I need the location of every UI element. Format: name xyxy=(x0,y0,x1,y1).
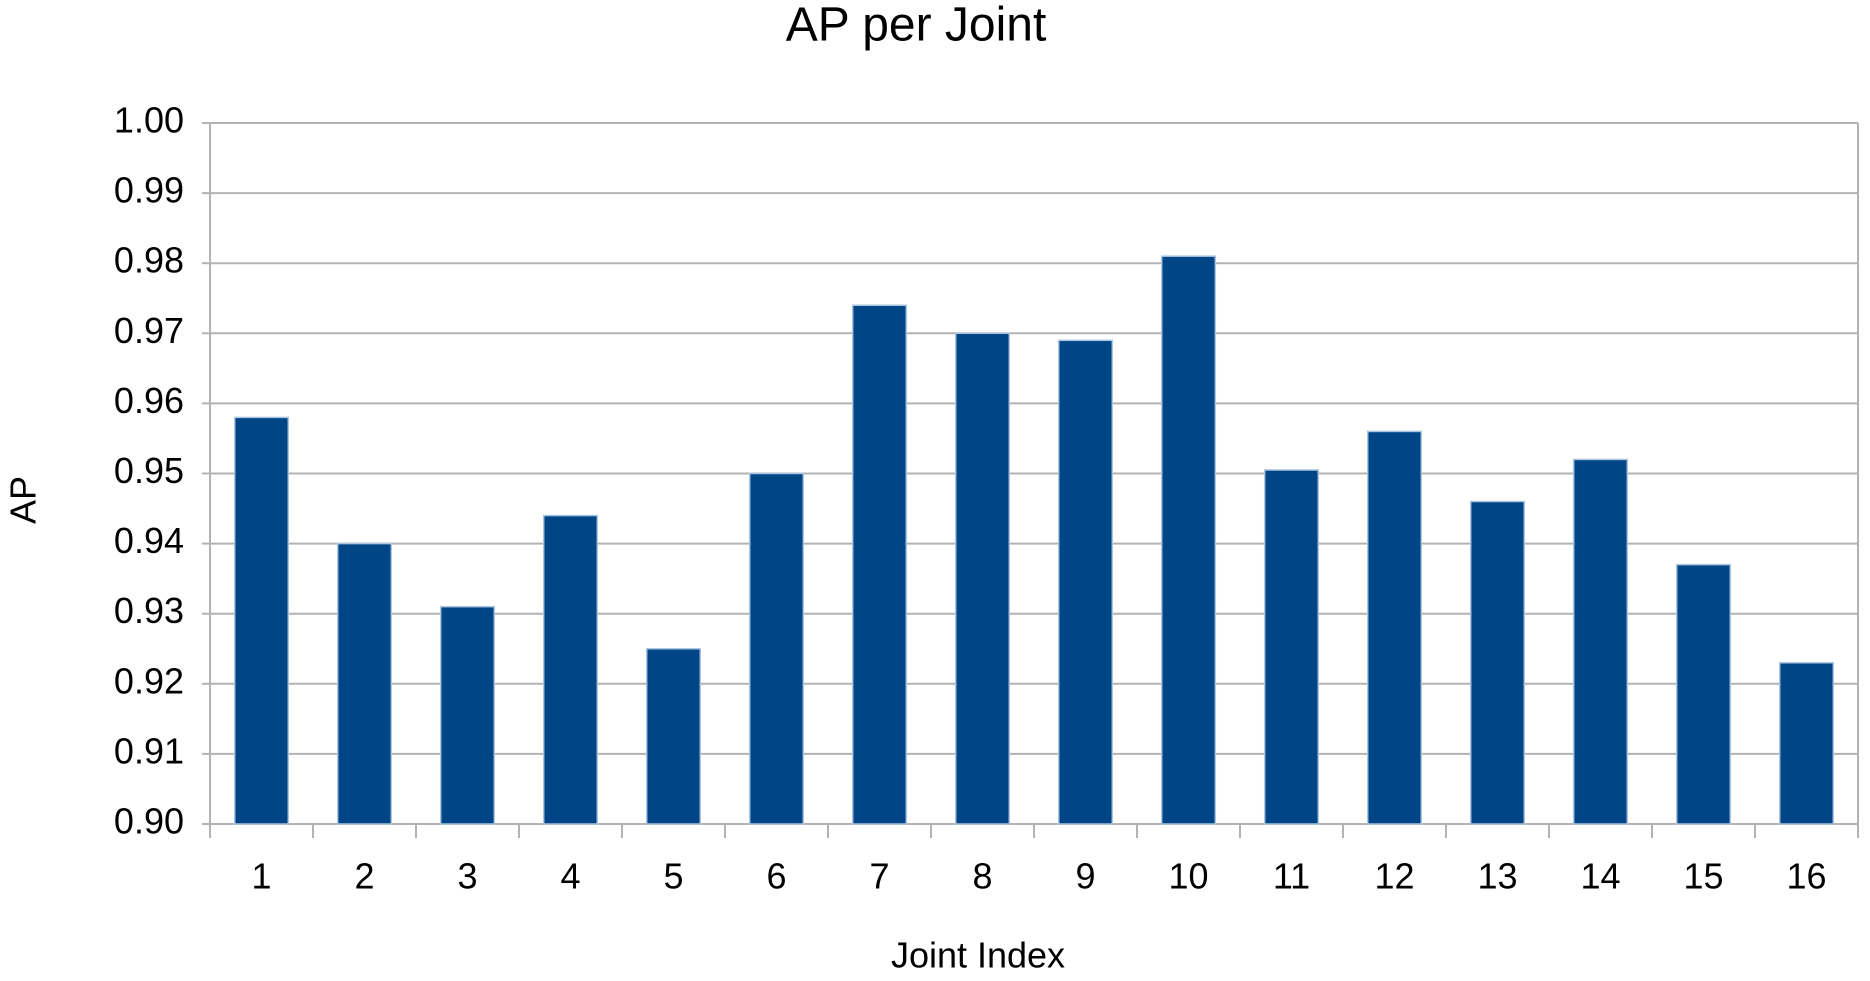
x-tick-label: 12 xyxy=(1374,856,1414,897)
y-tick-label: 0.96 xyxy=(114,380,184,421)
x-tick-label: 8 xyxy=(972,856,992,897)
bar xyxy=(1160,255,1217,825)
bar xyxy=(645,648,702,825)
y-tick-label: 0.91 xyxy=(114,730,184,771)
x-tick-label: 10 xyxy=(1168,856,1208,897)
y-tick-label: 0.99 xyxy=(114,170,184,211)
x-axis-title: Joint Index xyxy=(891,935,1065,976)
y-tick-label: 0.94 xyxy=(114,520,184,561)
bar xyxy=(1675,563,1732,825)
y-tick-label: 1.00 xyxy=(114,100,184,141)
x-tick-label: 4 xyxy=(560,856,580,897)
y-tick-label: 0.95 xyxy=(114,450,184,491)
bar xyxy=(439,605,496,825)
bar xyxy=(1366,430,1423,825)
x-tick-label: 16 xyxy=(1786,856,1826,897)
chart-title: AP per Joint xyxy=(786,0,1047,52)
x-tick-label: 15 xyxy=(1683,856,1723,897)
bar xyxy=(954,332,1011,825)
x-tick-label: 11 xyxy=(1273,856,1310,897)
y-tick-label: 0.98 xyxy=(114,240,184,281)
bar xyxy=(1057,339,1114,825)
x-tick-label: 1 xyxy=(251,856,271,897)
x-tick-label: 7 xyxy=(869,856,889,897)
bar xyxy=(1469,500,1526,825)
y-tick-label: 0.93 xyxy=(114,590,184,631)
x-tick-label: 5 xyxy=(663,856,683,897)
bar xyxy=(748,472,805,825)
x-tick-label: 14 xyxy=(1580,856,1620,897)
x-tick-label: 9 xyxy=(1075,856,1095,897)
bar xyxy=(233,416,290,825)
x-tick-label: 2 xyxy=(354,856,374,897)
x-tick-label: 13 xyxy=(1477,856,1517,897)
bar xyxy=(1263,469,1320,825)
bar xyxy=(1778,662,1835,825)
bar xyxy=(336,542,393,825)
y-tick-label: 0.90 xyxy=(114,801,184,842)
x-tick-label: 3 xyxy=(457,856,477,897)
y-axis-title: AP xyxy=(3,476,44,524)
bar xyxy=(542,514,599,825)
x-tick-label: 6 xyxy=(766,856,786,897)
bar xyxy=(851,304,908,825)
bar xyxy=(1572,458,1629,825)
y-tick-label: 0.92 xyxy=(114,660,184,701)
y-tick-label: 0.97 xyxy=(114,310,184,351)
